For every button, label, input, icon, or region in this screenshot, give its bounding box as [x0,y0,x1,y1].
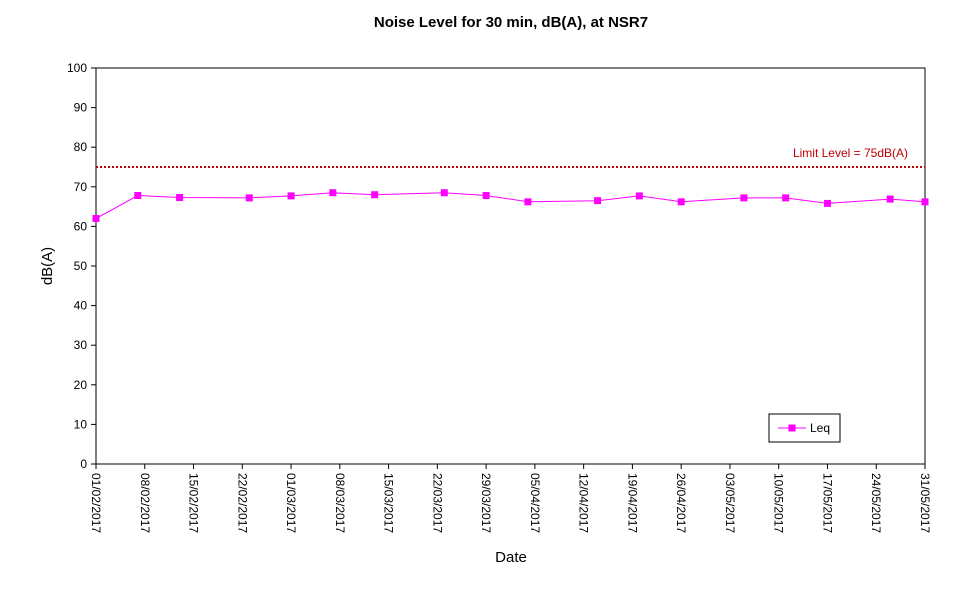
data-point-leq [886,195,894,203]
data-point-leq [482,192,490,200]
y-tick-label: 60 [74,219,88,233]
y-axis: 0 10 20 30 40 50 60 70 80 90 100 [67,61,96,471]
data-point-leq [329,189,337,197]
data-point-leq [524,198,532,206]
x-axis: 01/02/2017 08/02/2017 15/02/2017 22/02/2017… [89,464,932,533]
y-tick-label: 0 [80,457,87,471]
x-tick-label: 01/02/2017 [89,473,103,533]
y-tick-label: 90 [74,101,88,115]
data-point-leq [371,191,379,199]
x-tick-label: 22/02/2017 [235,473,249,533]
x-tick-label: 05/04/2017 [528,473,542,533]
data-point-leq [921,198,929,206]
series-group [92,189,929,222]
data-point-leq [134,192,142,200]
legend-label: Leq [810,421,830,435]
legend: Leq [768,413,841,443]
y-tick-label: 20 [74,378,88,392]
data-point-leq [823,199,831,207]
x-tick-label: 03/05/2017 [723,473,737,533]
x-tick-label: 08/03/2017 [333,473,347,533]
x-tick-label: 08/02/2017 [138,473,152,533]
x-tick-label: 31/05/2017 [918,473,932,533]
x-tick-label: 10/05/2017 [772,473,786,533]
y-axis-title: dB(A) [39,247,56,285]
x-tick-label: 26/04/2017 [674,473,688,533]
x-tick-label: 01/03/2017 [284,473,298,533]
x-tick-label: 22/03/2017 [430,473,444,533]
data-point-leq [176,193,184,201]
x-axis-title: Date [495,549,527,566]
series-line-leq [95,192,926,219]
y-tick-label: 40 [74,299,88,313]
x-tick-label: 24/05/2017 [869,473,883,533]
x-tick-label: 15/02/2017 [187,473,201,533]
x-tick-label: 29/03/2017 [479,473,493,533]
data-point-leq [740,194,748,202]
y-tick-label: 80 [74,140,88,154]
data-point-leq [440,189,448,197]
y-tick-label: 30 [74,338,88,352]
data-point-leq [245,194,253,202]
y-tick-label: 50 [74,259,88,273]
data-point-leq [782,194,790,202]
data-point-leq [677,198,685,206]
chart-title: Noise Level for 30 min, dB(A), at NSR7 [374,14,648,31]
y-tick-label: 100 [67,61,87,75]
y-tick-label: 10 [74,417,88,431]
legend-marker [788,424,796,432]
plot-area [95,67,926,465]
x-tick-label: 15/03/2017 [382,473,396,533]
y-tick-label: 70 [74,180,88,194]
data-point-leq [287,192,295,200]
limit-line-group: Limit Level = 75dB(A) [96,146,925,168]
x-tick-label: 17/05/2017 [820,473,834,533]
x-tick-label: 19/04/2017 [625,473,639,533]
data-point-leq [594,197,602,205]
x-tick-label: 12/04/2017 [577,473,591,533]
limit-label: Limit Level = 75dB(A) [793,146,908,160]
data-point-leq [92,214,100,222]
data-point-leq [635,192,643,200]
